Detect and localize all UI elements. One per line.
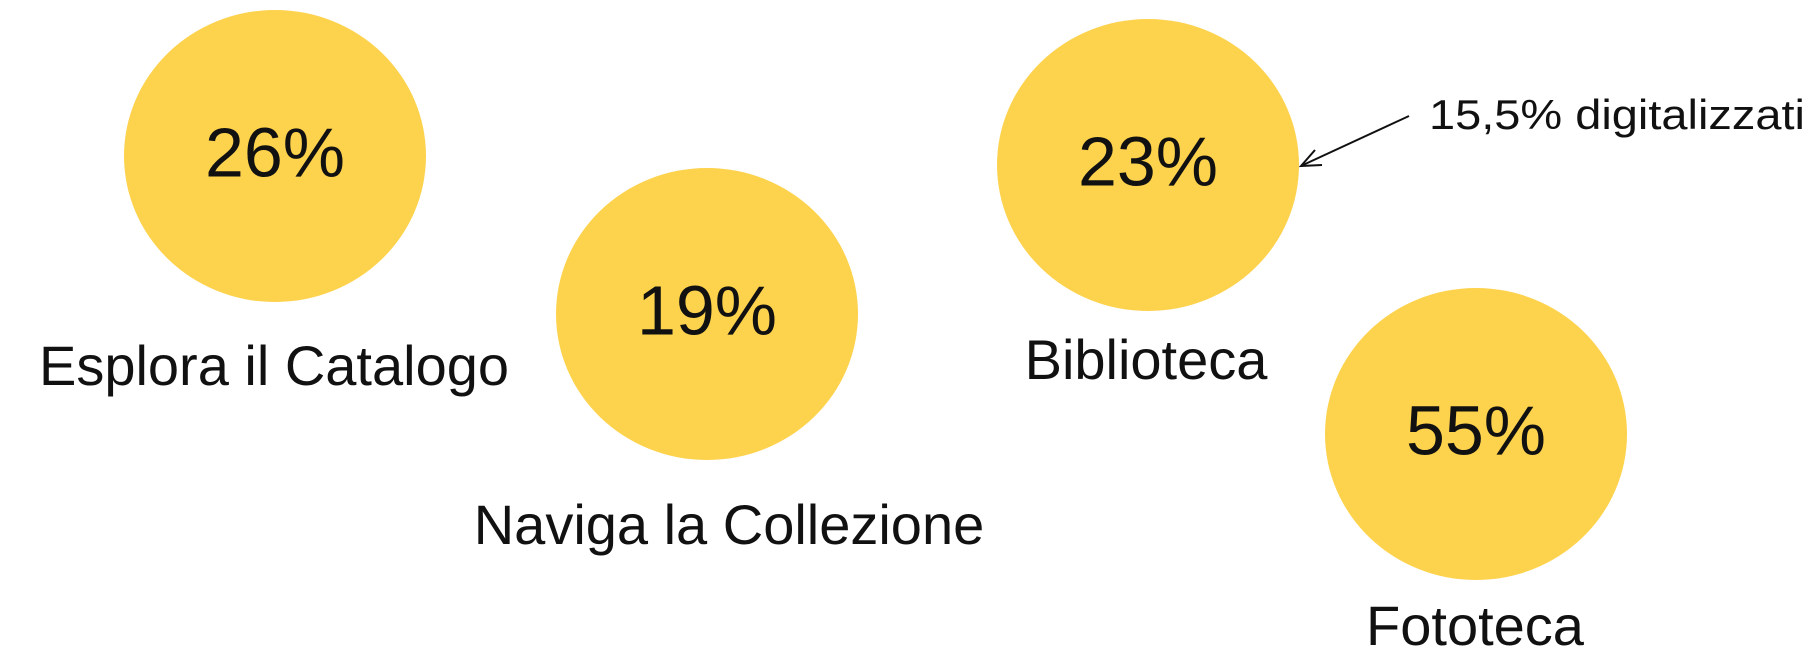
section-label: Naviga la Collezione xyxy=(474,493,985,556)
annotation-arrow xyxy=(1302,115,1410,166)
circle xyxy=(1325,288,1627,580)
percentage: 19% xyxy=(637,271,777,349)
percentage: 23% xyxy=(1078,122,1218,200)
section-label: Esplora il Catalogo xyxy=(39,334,509,397)
percentage: 55% xyxy=(1406,391,1546,469)
circle xyxy=(556,168,858,460)
section-label: Biblioteca xyxy=(1025,328,1269,391)
percentage: 26% xyxy=(205,113,345,191)
arrow-head xyxy=(1298,149,1323,168)
circle xyxy=(997,19,1299,311)
section-label: Fototeca xyxy=(1366,594,1585,656)
circle xyxy=(124,10,426,302)
annotation: 15,5% digitalizzati xyxy=(1429,91,1805,138)
